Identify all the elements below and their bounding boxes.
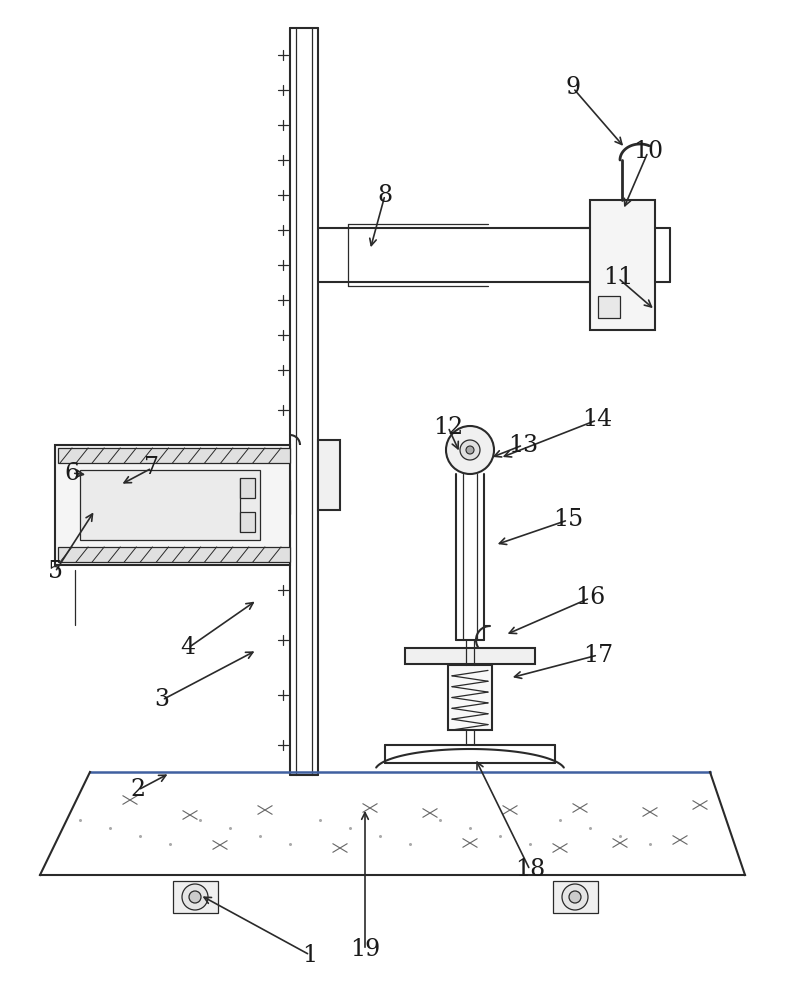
Text: 15: 15 <box>553 508 583 532</box>
Text: 16: 16 <box>575 586 605 609</box>
Text: 8: 8 <box>378 184 393 207</box>
Text: 17: 17 <box>583 644 613 666</box>
Bar <box>405 648 535 664</box>
Bar <box>55 445 290 565</box>
Text: 4: 4 <box>180 637 195 660</box>
Text: 14: 14 <box>582 408 612 432</box>
Bar <box>240 512 255 532</box>
Bar <box>448 665 492 730</box>
Text: 12: 12 <box>433 416 463 438</box>
Bar <box>590 200 655 330</box>
Text: 18: 18 <box>515 858 545 882</box>
Bar <box>240 478 255 498</box>
Circle shape <box>460 440 480 460</box>
Circle shape <box>466 446 474 454</box>
Text: 19: 19 <box>350 938 380 962</box>
Text: 13: 13 <box>508 434 538 456</box>
Circle shape <box>446 426 494 474</box>
Bar <box>553 881 598 913</box>
Text: 6: 6 <box>65 462 79 485</box>
Text: 1: 1 <box>302 944 318 966</box>
Bar <box>598 296 620 318</box>
Circle shape <box>562 884 588 910</box>
Text: 11: 11 <box>603 266 633 290</box>
Text: 5: 5 <box>47 560 62 584</box>
Bar <box>58 448 290 463</box>
Text: 3: 3 <box>154 688 169 712</box>
Circle shape <box>189 891 201 903</box>
Text: 2: 2 <box>131 778 146 802</box>
Bar <box>173 881 218 913</box>
Text: 7: 7 <box>145 456 160 480</box>
Bar <box>58 547 290 562</box>
Circle shape <box>569 891 581 903</box>
Text: 10: 10 <box>633 140 663 163</box>
Bar <box>80 470 260 540</box>
Text: 9: 9 <box>565 77 581 100</box>
Circle shape <box>182 884 208 910</box>
Bar <box>318 440 340 510</box>
